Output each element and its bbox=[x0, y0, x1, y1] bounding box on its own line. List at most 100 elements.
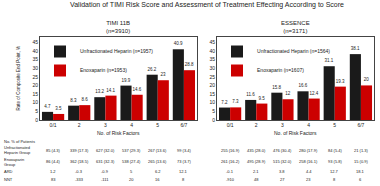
svg-text:45: 45 bbox=[32, 39, 38, 45]
svg-text:0/1: 0/1 bbox=[50, 122, 57, 128]
svg-text:25: 25 bbox=[32, 74, 38, 80]
svg-text:Unfractionated Heparin (n=1564: Unfractionated Heparin (n=1564) bbox=[257, 48, 330, 54]
svg-text:85 (4.3): 85 (4.3) bbox=[46, 148, 60, 153]
svg-text:31.1: 31.1 bbox=[325, 58, 334, 63]
svg-text:28.8: 28.8 bbox=[185, 62, 194, 67]
svg-text:6/7: 6/7 bbox=[180, 122, 187, 128]
svg-text:15 (0.9): 15 (0.9) bbox=[354, 159, 368, 164]
svg-text:537 (29.3): 537 (29.3) bbox=[122, 148, 141, 153]
svg-text:No. % of Patients: No. % of Patients bbox=[4, 139, 35, 144]
svg-text:2: 2 bbox=[255, 122, 258, 128]
svg-text:265 (13.6): 265 (13.6) bbox=[148, 159, 167, 164]
svg-text:5: 5 bbox=[35, 108, 38, 114]
svg-text:5: 5 bbox=[333, 122, 336, 128]
svg-text:5: 5 bbox=[156, 122, 159, 128]
svg-text:15.8: 15.8 bbox=[272, 85, 281, 90]
svg-text:5: 5 bbox=[212, 108, 215, 114]
svg-text:16.6: 16.6 bbox=[298, 83, 307, 88]
svg-text:23: 23 bbox=[161, 72, 167, 77]
svg-text:Validation of TIMI Risk Score: Validation of TIMI Risk Score and Assess… bbox=[70, 1, 344, 9]
svg-text:476 (30.4): 476 (30.4) bbox=[273, 148, 292, 153]
svg-text:Enoxaparin (n=1607): Enoxaparin (n=1607) bbox=[257, 67, 304, 73]
svg-text:4.4: 4.4 bbox=[306, 169, 312, 174]
svg-text:ARD: ARD bbox=[4, 169, 13, 174]
svg-text:12.4: 12.4 bbox=[310, 91, 319, 96]
svg-text:627 (32.0): 627 (32.0) bbox=[96, 148, 115, 153]
svg-text:3: 3 bbox=[281, 122, 284, 128]
svg-text:14.1: 14.1 bbox=[106, 88, 115, 93]
svg-text:20: 20 bbox=[209, 82, 215, 88]
svg-text:-0.1: -0.1 bbox=[226, 169, 234, 174]
svg-text:-0.3: -0.3 bbox=[75, 169, 83, 174]
svg-text:35: 35 bbox=[209, 56, 215, 62]
svg-text:7.2: 7.2 bbox=[221, 100, 228, 105]
svg-text:8.6: 8.6 bbox=[81, 97, 88, 102]
svg-text:20: 20 bbox=[32, 82, 38, 88]
svg-text:6/7: 6/7 bbox=[357, 122, 364, 128]
svg-text:26.2: 26.2 bbox=[148, 67, 157, 72]
svg-text:280 (17.9): 280 (17.9) bbox=[299, 148, 318, 153]
svg-text:19.9: 19.9 bbox=[121, 78, 130, 83]
svg-text:40: 40 bbox=[209, 48, 215, 54]
svg-text:48: 48 bbox=[254, 177, 259, 182]
svg-text:16: 16 bbox=[155, 177, 160, 182]
svg-text:0: 0 bbox=[35, 117, 38, 123]
svg-text:12.7: 12.7 bbox=[330, 169, 339, 174]
svg-text:NNT: NNT bbox=[4, 177, 13, 182]
svg-text:-0.9: -0.9 bbox=[101, 169, 109, 174]
svg-text:6.2: 6.2 bbox=[155, 169, 161, 174]
svg-text:8: 8 bbox=[333, 177, 336, 182]
svg-text:10: 10 bbox=[32, 99, 38, 105]
svg-text:86 (4.4): 86 (4.4) bbox=[46, 159, 60, 164]
svg-text:20: 20 bbox=[364, 77, 370, 82]
svg-text:ESSENCE(n=3171): ESSENCE(n=3171) bbox=[281, 20, 310, 34]
svg-text:23: 23 bbox=[306, 177, 311, 182]
svg-text:6: 6 bbox=[359, 177, 362, 182]
svg-text:8.3: 8.3 bbox=[70, 98, 77, 103]
svg-text:0: 0 bbox=[212, 117, 215, 123]
svg-text:3.5: 3.5 bbox=[55, 106, 62, 111]
svg-text:14.6: 14.6 bbox=[133, 87, 142, 92]
svg-text:TIMI 11B(n=3910): TIMI 11B(n=3910) bbox=[106, 20, 130, 34]
svg-text:4: 4 bbox=[307, 122, 310, 128]
svg-text:4.7: 4.7 bbox=[44, 104, 51, 109]
svg-text:435 (28.0): 435 (28.0) bbox=[247, 148, 266, 153]
svg-text:7.3: 7.3 bbox=[232, 99, 239, 104]
svg-text:12: 12 bbox=[285, 91, 291, 96]
svg-text:255 (16.9): 255 (16.9) bbox=[221, 148, 240, 153]
svg-text:267 (13.6): 267 (13.6) bbox=[148, 148, 167, 153]
svg-text:25: 25 bbox=[209, 74, 215, 80]
svg-text:261 (16.2): 261 (16.2) bbox=[221, 159, 240, 164]
svg-text:UnfractionatedHeparin Group: UnfractionatedHeparin Group bbox=[4, 145, 31, 155]
svg-text:258 (16.1): 258 (16.1) bbox=[299, 159, 318, 164]
svg-text:9.5: 9.5 bbox=[258, 96, 265, 101]
svg-text:30: 30 bbox=[32, 65, 38, 71]
svg-text:2.1: 2.1 bbox=[253, 169, 259, 174]
svg-text:27: 27 bbox=[280, 177, 285, 182]
svg-text:15: 15 bbox=[209, 91, 215, 97]
svg-text:73 (3.7): 73 (3.7) bbox=[177, 159, 191, 164]
svg-text:2: 2 bbox=[78, 122, 81, 128]
svg-text:-111: -111 bbox=[101, 177, 109, 182]
svg-text:1.2: 1.2 bbox=[50, 169, 56, 174]
svg-text:495 (28.9): 495 (28.9) bbox=[247, 159, 266, 164]
svg-text:Unfractionated Heparin (n=1957: Unfractionated Heparin (n=1957) bbox=[80, 48, 153, 54]
svg-text:631 (32.3): 631 (32.3) bbox=[96, 159, 115, 164]
svg-text:35: 35 bbox=[32, 56, 38, 62]
svg-text:Rate of Composite End Point, %: Rate of Composite End Point, % bbox=[16, 46, 21, 111]
svg-text:83: 83 bbox=[51, 177, 56, 182]
svg-text:11.6: 11.6 bbox=[246, 92, 255, 97]
svg-text:21 (1.3): 21 (1.3) bbox=[354, 148, 368, 153]
svg-text:38.1: 38.1 bbox=[351, 46, 360, 51]
svg-text:10: 10 bbox=[209, 99, 215, 105]
svg-text:Enoxaparin (n=1953): Enoxaparin (n=1953) bbox=[80, 67, 127, 73]
svg-text:No. of Risk Factors: No. of Risk Factors bbox=[97, 130, 140, 136]
svg-text:0/1: 0/1 bbox=[227, 122, 234, 128]
svg-text:4: 4 bbox=[130, 122, 133, 128]
svg-text:40.9: 40.9 bbox=[174, 41, 183, 46]
svg-text:84 (5.4): 84 (5.4) bbox=[328, 148, 342, 153]
svg-text:20: 20 bbox=[129, 177, 134, 182]
svg-text:19.3: 19.3 bbox=[336, 79, 345, 84]
svg-text:99 (3.4): 99 (3.4) bbox=[177, 148, 191, 153]
svg-text:30: 30 bbox=[209, 65, 215, 71]
